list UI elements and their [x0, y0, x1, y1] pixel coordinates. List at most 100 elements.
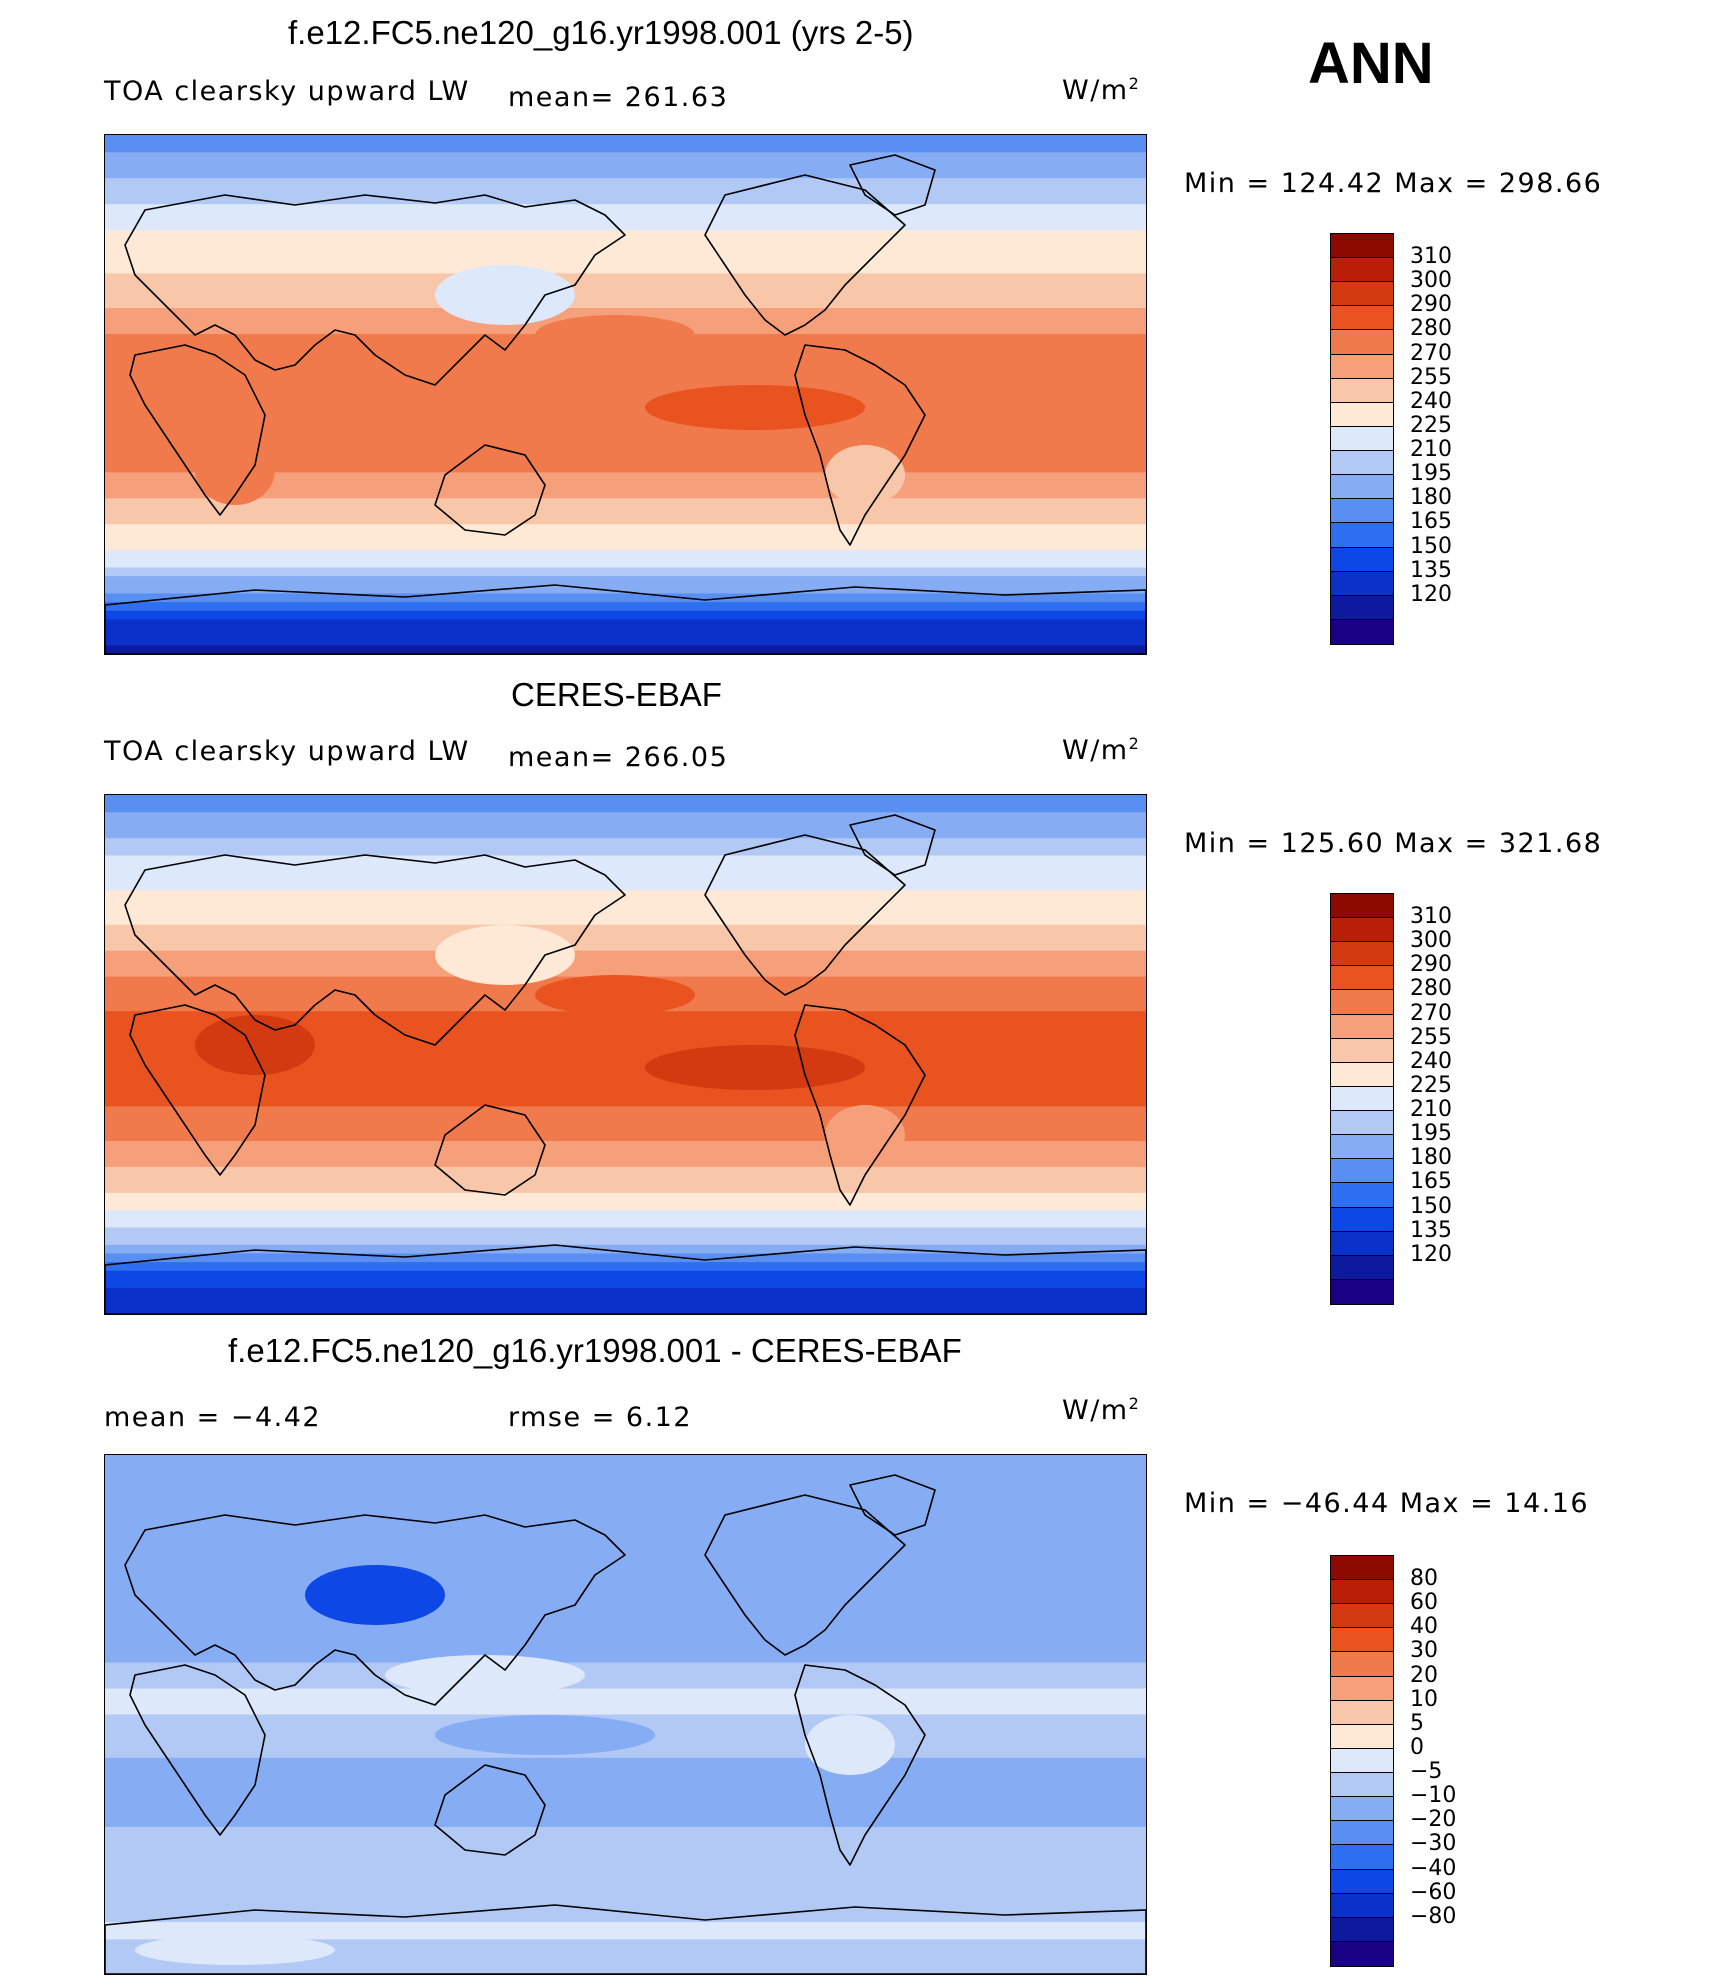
field-band: [105, 610, 1146, 620]
colorbar-swatch: [1331, 547, 1393, 572]
field-band: [105, 1757, 1146, 1767]
field-band: [105, 1498, 1146, 1508]
field-band: [105, 1653, 1146, 1664]
field-band: [105, 1636, 1146, 1646]
colorbar-swatch: [1331, 942, 1393, 967]
field-band: [105, 1913, 1146, 1923]
field-band: [105, 1628, 1146, 1638]
colorbar-tick-label: 225: [1410, 412, 1452, 438]
field-band: [105, 1515, 1146, 1525]
field-band: [105, 1956, 1146, 1966]
field-band: [105, 1045, 1146, 1056]
field-band: [105, 567, 1146, 577]
field-band: [105, 1011, 1146, 1021]
coastline: [704, 174, 906, 336]
field-anomaly: [645, 385, 865, 430]
colorbar-tick-label: −20: [1410, 1807, 1457, 1833]
coastline: [704, 1494, 906, 1656]
colorbar-swatch: [1331, 282, 1393, 307]
field-band: [105, 1253, 1146, 1263]
field-band: [105, 1714, 1146, 1724]
colorbar-tick-label: 40: [1410, 1614, 1438, 1640]
colorbar-tick-label: 195: [1410, 1121, 1452, 1147]
colorbar-tick-label: −5: [1410, 1759, 1443, 1785]
colorbar-swatch: [1331, 426, 1393, 452]
colorbar-tick-label: 255: [1410, 364, 1452, 390]
field-anomaly: [535, 315, 695, 355]
colorbar-tick-label: −60: [1410, 1879, 1457, 1905]
field-band: [105, 1558, 1146, 1569]
colorbar-tick-label: 240: [1410, 388, 1452, 414]
panel3-mean: mean = −4.42: [104, 1402, 322, 1433]
colorbar-tick-label: 165: [1410, 509, 1452, 535]
colorbar-swatch: [1331, 1917, 1393, 1942]
colorbar-swatch: [1331, 1748, 1393, 1774]
field-band: [105, 299, 1146, 309]
field-band: [105, 916, 1146, 926]
field-band: [105, 1922, 1146, 1932]
field-band: [105, 1244, 1146, 1255]
field-anomaly: [385, 1655, 585, 1695]
panel2-map: [104, 794, 1147, 1315]
panel1-variable: TOA clearsky upward LW: [104, 76, 470, 107]
field-band: [105, 881, 1146, 891]
field-band: [105, 1054, 1146, 1064]
colorbar-tick-label: 120: [1410, 581, 1452, 607]
colorbar-swatch: [1331, 475, 1393, 500]
field-band: [105, 950, 1146, 960]
field-band: [105, 1063, 1146, 1073]
field-band: [105, 489, 1146, 499]
field-band: [105, 1218, 1146, 1229]
field-band: [105, 1878, 1146, 1889]
colorbar-swatch: [1331, 354, 1393, 379]
field-band: [105, 933, 1146, 943]
colorbar-swatch: [1331, 1038, 1393, 1063]
field-band: [105, 247, 1146, 257]
field-band: [105, 1279, 1146, 1289]
coastline: [434, 1104, 546, 1196]
coastline: [105, 584, 1146, 654]
field-band: [105, 1097, 1146, 1107]
field-band: [105, 377, 1146, 387]
colorbar-swatch: [1331, 1111, 1393, 1136]
colorbar-swatch: [1331, 990, 1393, 1015]
field-band: [105, 1835, 1146, 1845]
colorbar-swatch: [1331, 1580, 1393, 1605]
panel1-minmax: Min = 124.42 Max = 298.66: [1184, 168, 1603, 199]
field-band: [105, 645, 1146, 654]
field-band: [105, 1775, 1146, 1785]
field-band: [105, 1175, 1146, 1185]
field-band: [105, 1679, 1146, 1690]
colorbar-tick-label: 10: [1410, 1686, 1438, 1712]
coastline: [434, 1764, 546, 1856]
panel3-units: W/m2: [1062, 1394, 1141, 1426]
field-band: [105, 429, 1146, 439]
field-band: [105, 846, 1146, 857]
colorbar-tick-label: 165: [1410, 1169, 1452, 1195]
field-band: [105, 1132, 1146, 1142]
field-band: [105, 1792, 1146, 1802]
colorbar-tick-label: −80: [1410, 1903, 1457, 1929]
coastline: [794, 344, 926, 546]
field-band: [105, 1506, 1146, 1517]
field-band: [105, 472, 1146, 482]
colorbar-swatch: [1331, 1255, 1393, 1280]
colorbar-tick-label: 290: [1410, 952, 1452, 978]
field-band: [105, 576, 1146, 586]
field-band: [105, 1593, 1146, 1603]
panel2-field: [105, 795, 1146, 1314]
field-band: [105, 308, 1146, 318]
colorbar-swatch: [1331, 499, 1393, 524]
field-band: [105, 515, 1146, 525]
colorbar-tick-label: 270: [1410, 340, 1452, 366]
colorbar-swatch: [1331, 1652, 1393, 1677]
field-band: [105, 1463, 1146, 1473]
colorbar-swatch: [1331, 306, 1393, 331]
field-band: [105, 1288, 1146, 1298]
colorbar-swatch: [1331, 1869, 1393, 1894]
field-band: [105, 1028, 1146, 1038]
field-band: [105, 1697, 1146, 1707]
field-band: [105, 1524, 1146, 1534]
colorbar-swatch: [1331, 1797, 1393, 1822]
field-band: [105, 1887, 1146, 1897]
